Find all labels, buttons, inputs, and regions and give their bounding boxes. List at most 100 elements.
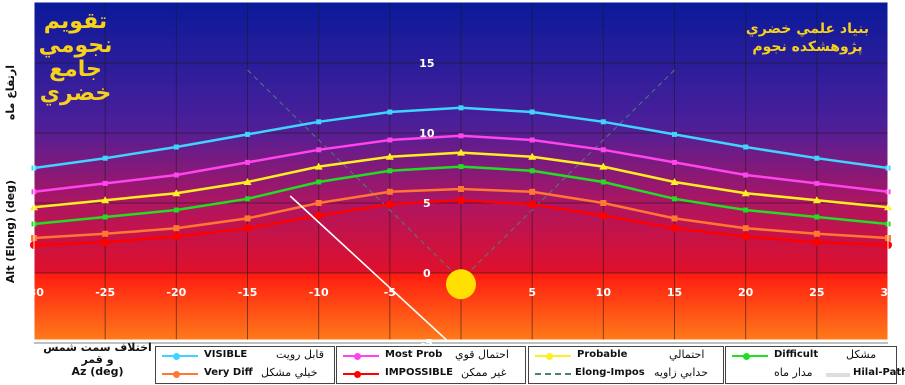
series-point (316, 147, 322, 153)
legend-box-1: VISIBLE قابل رويت Very Diff خيلي مشکل (155, 346, 335, 384)
series-point (814, 155, 820, 161)
series-point (599, 211, 608, 220)
legend-label-very-diff-ar: خيلي مشکل (261, 366, 318, 379)
series-point (173, 172, 179, 178)
elong-impos-lines (247, 69, 675, 281)
logo-right: بنياد علمي خضري پژوهشکده نجوم (740, 20, 875, 60)
elong-impos-line (460, 69, 675, 281)
series-point (101, 238, 110, 247)
x-tick-label: -20 (166, 286, 186, 299)
x-tick-label: 25 (809, 286, 824, 299)
series-point (528, 152, 537, 160)
series-point (599, 162, 608, 170)
logo-right-text: بنياد علمي خضري پژوهشکده نجوم (745, 21, 870, 55)
legend-swatch-most-prob (343, 352, 379, 360)
series-point (173, 144, 179, 150)
legend-label-elong-impos: Elong-Impos (575, 367, 645, 378)
series-point (315, 200, 322, 206)
series-point (600, 200, 607, 206)
legend-label-difficult-ar: مشکل (846, 348, 877, 361)
series-point (813, 230, 820, 237)
series-point (741, 189, 750, 197)
y-tick-label: 10 (419, 127, 435, 140)
x-tick-label: 10 (596, 286, 612, 299)
series-point (387, 168, 393, 174)
series-point (102, 230, 109, 237)
series-point (528, 200, 537, 209)
series-point (529, 168, 535, 174)
y-tick-label: 15 (419, 57, 434, 70)
series-group (30, 105, 892, 249)
legend-label-probable: Probable (577, 349, 628, 360)
series-point (672, 131, 677, 137)
series-point (245, 196, 250, 202)
series-point (812, 196, 821, 204)
legend-label-impossible-ar: غير ممکن (461, 366, 507, 379)
legend-swatch-hilal-path (826, 373, 850, 377)
series-point (243, 178, 252, 185)
series-point (173, 207, 179, 213)
series-point (743, 207, 749, 213)
legend-swatch-very-diff (162, 370, 198, 378)
hilal-path-group (277, 182, 476, 341)
x-axis-label-block: اختلاف سمت شمس و قمر Az (deg) (40, 342, 155, 378)
legend-box-2: Most Prob احتمال قوي IMPOSSIBLE غير ممکن (336, 346, 526, 384)
series-point (245, 131, 250, 137)
plot-border (33, 1, 889, 341)
series-point (672, 159, 677, 165)
legend-swatch-difficult (732, 352, 768, 360)
series-point (386, 188, 393, 195)
series-point (172, 189, 181, 197)
series-point (458, 105, 464, 111)
series-point (457, 196, 465, 205)
y-axis-labels: ارتفاع ماه Alt (Elong) (deg) (3, 60, 25, 320)
legend-label-very-diff: Very Diff (204, 367, 253, 378)
series-point (102, 155, 108, 161)
legend-box-3: Probable احتمالي Elong-Impos حدابي زاويه (528, 346, 724, 384)
legend-swatch-probable (535, 352, 571, 360)
series-point (101, 196, 110, 204)
series-point (742, 225, 749, 232)
legend-label-hilal-path: Hilal-Path (853, 367, 905, 378)
y-tick-label: 5 (423, 197, 431, 210)
series-point (387, 137, 393, 143)
logo-left: تقويم نجومي جامع خضري (28, 10, 123, 106)
series-point (458, 164, 464, 170)
legend-box-4: Difficult مشکل Hilal-Path مدار ماه (725, 346, 905, 384)
x-tick-label: 20 (738, 286, 754, 299)
series-point (529, 188, 536, 195)
legend-swatch-impossible (343, 370, 379, 378)
x-tick-label: -10 (309, 286, 329, 299)
x-tick-label: -5 (384, 286, 396, 299)
legend-label-probable-ar: احتمالي (669, 348, 705, 361)
series-point (457, 148, 465, 156)
x-tick-label: 5 (528, 286, 536, 299)
series-point (245, 159, 250, 165)
legend-swatch-visible (162, 352, 198, 360)
x-tick-label: -25 (95, 286, 115, 299)
series-point (458, 186, 464, 192)
legend-label-impossible: IMPOSSIBLE (385, 367, 454, 378)
y-axis-label: Alt (Elong) (deg) (4, 180, 17, 284)
series-point (743, 172, 749, 178)
series-point (672, 196, 677, 202)
series-point (741, 232, 750, 241)
legend-label-visible-ar: قابل رويت (276, 348, 324, 361)
series-point (600, 119, 606, 125)
series-point (670, 178, 679, 185)
series-point (244, 215, 251, 222)
series-point (314, 211, 323, 220)
legend-label-most-prob-ar: احتمال قوي (455, 348, 509, 361)
series-point (529, 137, 535, 143)
series-point (385, 200, 394, 209)
series-point (314, 162, 323, 170)
y-tick-label: 0 (423, 267, 431, 280)
series-point (600, 147, 606, 153)
series-point (316, 119, 322, 125)
x-axis-label-ar: اختلاف سمت شمس و قمر (43, 341, 152, 366)
series-point (529, 109, 535, 115)
y-axis-label-ar: ارتفاع ماه (4, 65, 17, 121)
series-point (812, 238, 821, 247)
